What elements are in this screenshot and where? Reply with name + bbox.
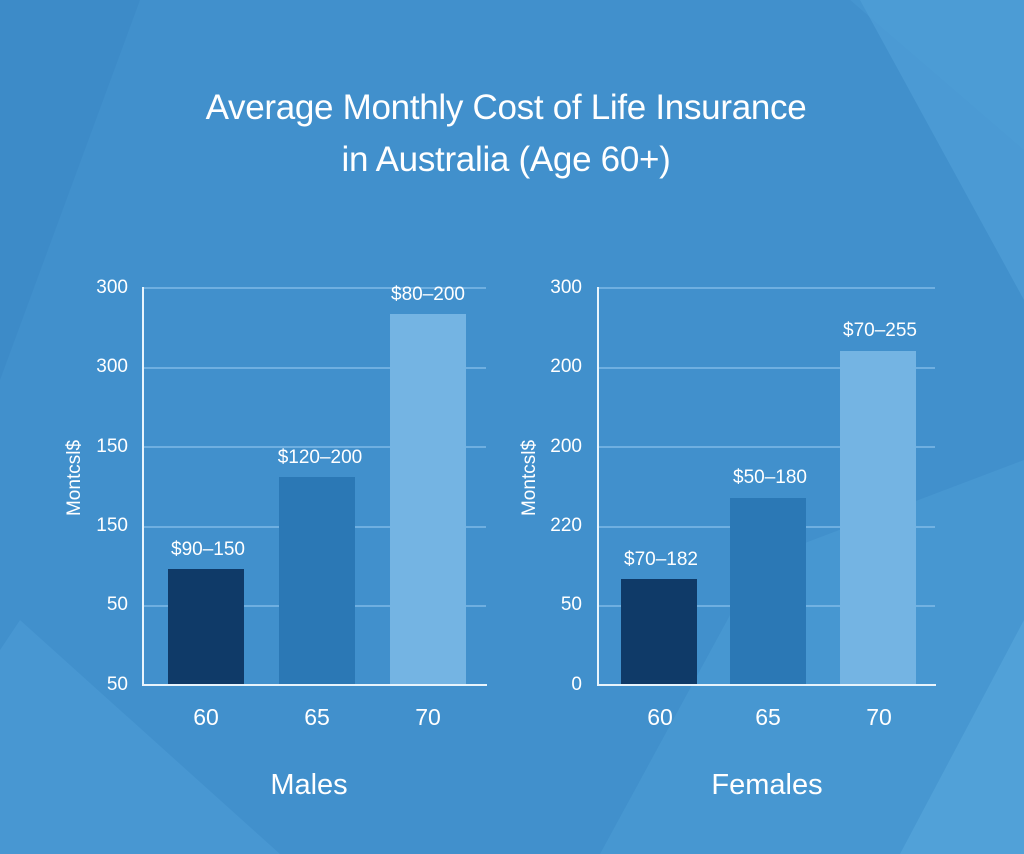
males-bar-65 [279,477,355,685]
females-bar-70 [840,351,916,685]
males-x-tick-60: 60 [193,704,219,730]
females-gridline [598,446,935,448]
males-y-tick: 300 [96,277,128,298]
males-bar-label-70: $80–200 [391,284,465,305]
males-x-tick-65: 65 [304,704,330,730]
males-gridline [143,446,486,448]
males-bar-label-65: $120–200 [277,447,363,468]
females-group-label: Females [711,769,823,801]
females-gridline [598,367,935,369]
males-bar-label-60: $90–150 [171,539,245,560]
males-y-axis [142,287,144,686]
females-bar-65 [730,498,806,685]
males-y-tick: 150 [96,515,128,536]
title-line-2: in Australia (Age 60+) [341,140,671,179]
chart-title: Average Monthly Cost of Life Insurance i… [0,82,1012,186]
females-y-tick: 0 [571,674,582,695]
females-x-tick-60: 60 [647,704,673,730]
males-y-tick: 50 [106,674,128,695]
females-y-axis [597,287,599,686]
females-y-tick: 200 [550,356,582,377]
females-y-tick: 220 [550,515,582,536]
females-x-tick-70: 70 [866,704,892,730]
females-y-tick: 300 [550,277,582,298]
females-bar-label-60: $70–182 [624,549,698,570]
males-group-label: Males [270,769,348,801]
females-bar-60 [621,579,697,685]
males-x-tick-70: 70 [415,704,441,730]
males-x-axis [142,684,487,686]
females-x-axis [597,684,936,686]
females-bar-label-65: $50–180 [733,467,807,488]
males-y-tick: 300 [96,356,128,377]
title-line-1: Average Monthly Cost of Life Insurance [205,88,807,127]
males-gridline [143,287,486,289]
males-gridline [143,367,486,369]
females-x-tick-65: 65 [755,704,781,730]
males-y-tick: 50 [106,594,128,615]
males-bar-70 [390,314,466,685]
females-bar-label-70: $70–255 [843,320,917,341]
females-y-tick: 200 [550,436,582,457]
females-y-tick: 50 [560,594,582,615]
males-y-tick: 150 [96,436,128,457]
females-gridline [598,287,935,289]
males-bar-60 [168,569,244,685]
